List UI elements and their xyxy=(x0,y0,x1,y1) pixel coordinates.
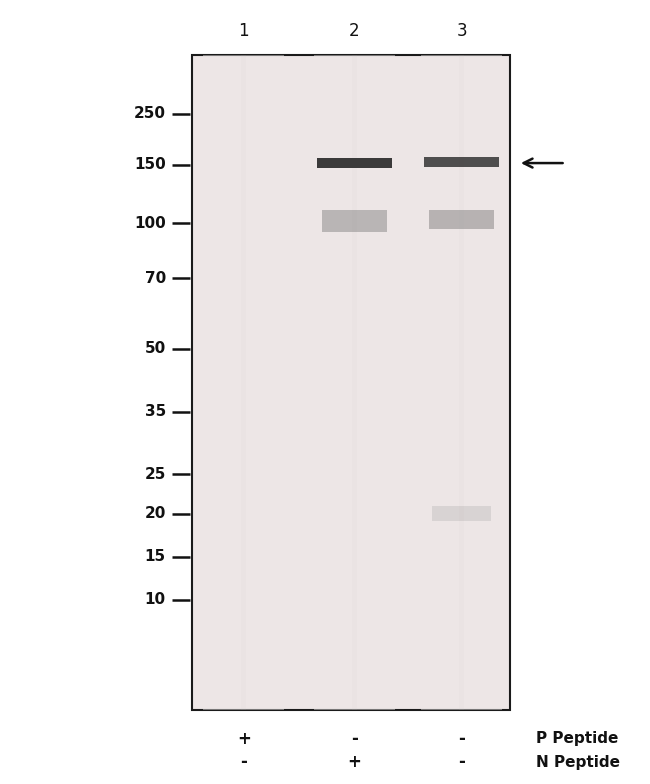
Text: 70: 70 xyxy=(144,270,166,286)
Text: -: - xyxy=(458,753,465,771)
Text: 3: 3 xyxy=(456,23,467,40)
Text: 1: 1 xyxy=(239,23,249,40)
Text: 2: 2 xyxy=(349,23,359,40)
Bar xyxy=(241,55,246,710)
Bar xyxy=(352,55,357,710)
Text: -: - xyxy=(351,730,358,747)
Bar xyxy=(429,209,494,229)
Text: 50: 50 xyxy=(144,341,166,357)
Bar xyxy=(424,157,499,167)
Text: 35: 35 xyxy=(144,404,166,419)
Bar xyxy=(317,158,391,168)
Text: N Peptide: N Peptide xyxy=(536,754,620,770)
Bar xyxy=(459,55,464,710)
Bar xyxy=(421,55,502,710)
Text: 100: 100 xyxy=(134,216,166,231)
Bar xyxy=(203,55,285,710)
Text: 15: 15 xyxy=(144,549,166,564)
Text: +: + xyxy=(237,730,251,747)
Text: 20: 20 xyxy=(144,506,166,521)
Bar xyxy=(322,210,387,232)
Text: 25: 25 xyxy=(144,466,166,482)
Text: 10: 10 xyxy=(144,592,166,608)
Bar xyxy=(432,506,491,521)
Bar xyxy=(313,55,395,710)
Text: -: - xyxy=(458,730,465,747)
Text: P Peptide: P Peptide xyxy=(536,731,619,746)
Text: 150: 150 xyxy=(134,157,166,172)
Text: +: + xyxy=(347,753,361,771)
Text: -: - xyxy=(240,753,247,771)
Bar xyxy=(192,55,510,710)
Text: 250: 250 xyxy=(134,106,166,122)
